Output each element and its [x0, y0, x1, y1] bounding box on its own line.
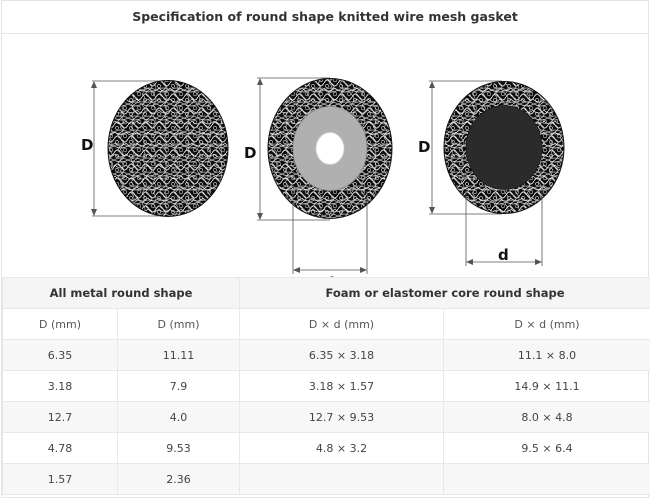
gasket-elastomer-core: D d — [418, 80, 565, 266]
table-cell: 3.18 — [2, 370, 118, 402]
table-cell: 2.36 — [117, 463, 240, 495]
table-subheader-row: D (mm) D (mm) D × d (mm) D × d (mm) — [2, 308, 650, 340]
table-cell: 4.0 — [117, 401, 240, 433]
table-cell: 11.1 × 8.0 — [442, 339, 650, 371]
gasket2-inner-diameter-label: d — [324, 274, 335, 277]
spec-table: All metal round shape Foam or elastomer … — [2, 277, 650, 495]
gasket1-outer-diameter-label: D — [81, 136, 93, 154]
table-row: 1.57 2.36 — [2, 463, 650, 495]
table-cell — [239, 463, 444, 495]
page-title: Specification of round shape knitted wir… — [2, 1, 648, 34]
table-row: 6.35 11.11 6.35 × 3.18 11.1 × 8.0 — [2, 339, 650, 371]
table-cell: 14.9 × 11.1 — [442, 370, 650, 402]
column-header: D × d (mm) — [239, 308, 444, 340]
gasket-diagrams: D D — [81, 77, 565, 277]
table-group-header: All metal round shape Foam or elastomer … — [2, 277, 650, 309]
table-cell: 4.78 — [2, 432, 118, 464]
table-cell: 9.53 — [117, 432, 240, 464]
table-cell: 4.8 × 3.2 — [239, 432, 444, 464]
column-header: D × d (mm) — [442, 308, 650, 340]
table-cell: 9.5 × 6.4 — [442, 432, 650, 464]
table-row: 4.78 9.53 4.8 × 3.2 9.5 × 6.4 — [2, 432, 650, 464]
column-header: D (mm) — [117, 308, 240, 340]
table-cell — [442, 463, 650, 495]
table-cell: 12.7 × 9.53 — [239, 401, 444, 433]
table-cell: 12.7 — [2, 401, 118, 433]
group-header-core: Foam or elastomer core round shape — [238, 277, 650, 309]
table-cell: 8.0 × 4.8 — [442, 401, 650, 433]
gasket3-inner-diameter-label: d — [498, 246, 509, 264]
gasket-figure: D D — [2, 34, 648, 277]
table-row: 3.18 7.9 3.18 × 1.57 14.9 × 11.1 — [2, 370, 650, 402]
table-cell: 3.18 × 1.57 — [239, 370, 444, 402]
gasket2-outer-diameter-label: D — [244, 144, 256, 162]
table-cell: 1.57 — [2, 463, 118, 495]
column-header: D (mm) — [2, 308, 118, 340]
gasket3-outer-diameter-label: D — [418, 138, 430, 156]
table-cell: 7.9 — [117, 370, 240, 402]
gasket-foam-core: D d — [244, 77, 393, 277]
table-cell: 6.35 × 3.18 — [239, 339, 444, 371]
table-cell: 6.35 — [2, 339, 118, 371]
group-header-all-metal: All metal round shape — [2, 277, 240, 309]
gasket-all-metal: D — [81, 80, 229, 217]
table-cell: 11.11 — [117, 339, 240, 371]
table-row: 12.7 4.0 12.7 × 9.53 8.0 × 4.8 — [2, 401, 650, 433]
